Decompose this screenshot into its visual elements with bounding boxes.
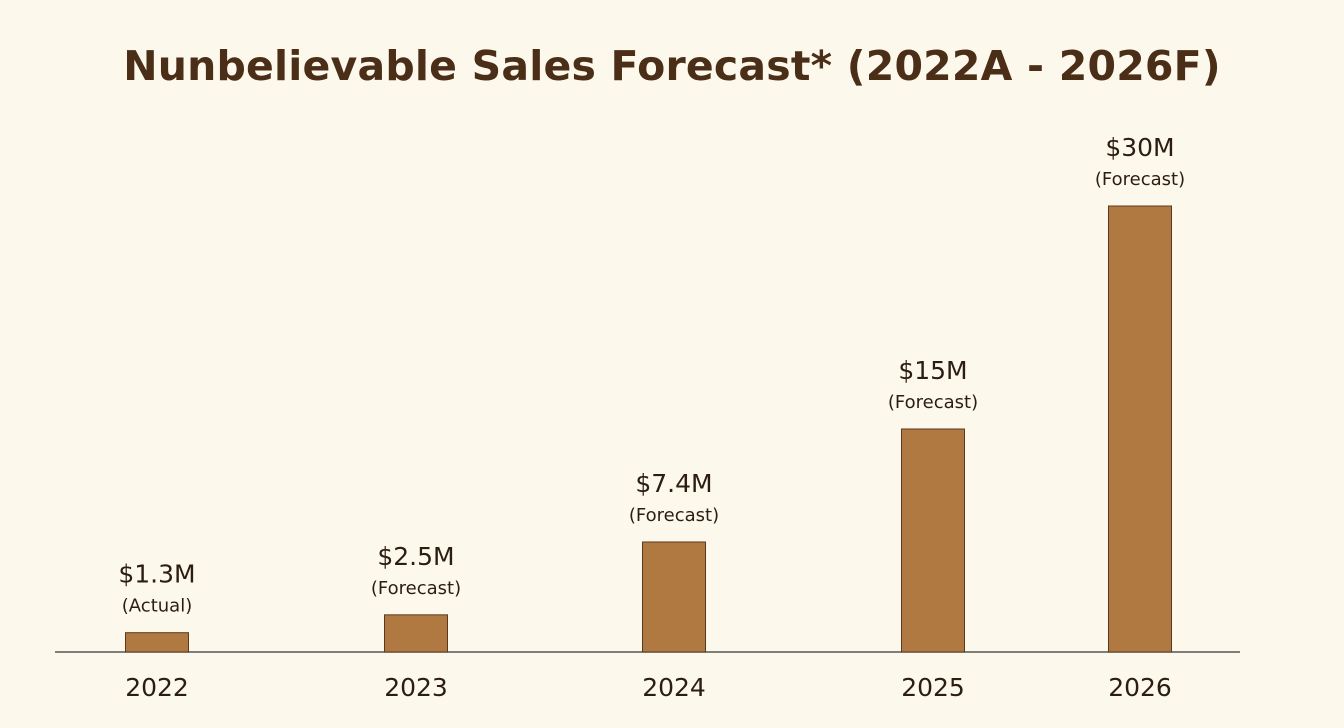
bar-2022 [125, 632, 189, 653]
bar-annotation-2025: (Forecast) [888, 392, 978, 413]
bar-value-label-2022: $1.3M [118, 560, 195, 589]
bar-annotation-2026: (Forecast) [1095, 169, 1185, 190]
x-tick-label-2026: 2026 [1108, 673, 1172, 702]
bar-annotation-2024: (Forecast) [629, 505, 719, 526]
bar-2026 [1108, 205, 1172, 653]
x-tick-label-2023: 2023 [384, 673, 448, 702]
bar-annotation-2023: (Forecast) [371, 578, 461, 599]
x-tick-label-2025: 2025 [901, 673, 965, 702]
bar-annotation-2022: (Actual) [122, 596, 192, 617]
x-tick-label-2024: 2024 [642, 673, 706, 702]
bar-2024 [642, 541, 706, 653]
bar-value-label-2023: $2.5M [377, 542, 454, 571]
bar-value-label-2024: $7.4M [635, 469, 712, 498]
bar-value-label-2026: $30M [1105, 133, 1174, 162]
x-tick-label-2022: 2022 [125, 673, 189, 702]
bar-value-label-2025: $15M [898, 356, 967, 385]
chart-title: Nunbelievable Sales Forecast* (2022A - 2… [123, 42, 1221, 90]
bar-2023 [384, 614, 448, 653]
bar-2025 [901, 428, 965, 653]
bars-layer: (Actual) $1.3M 2022 (Forecast) $2.5M 2023 (For… [118, 133, 1185, 702]
